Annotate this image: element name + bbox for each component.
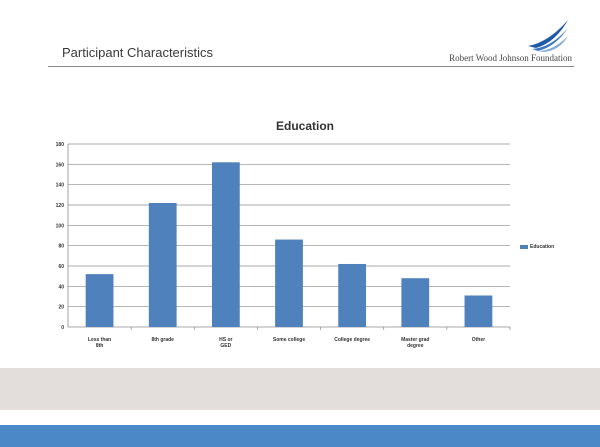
- legend-swatch: [520, 245, 528, 249]
- y-tick-label: 40: [58, 284, 64, 290]
- header-divider: [48, 66, 574, 67]
- slide-title: Participant Characteristics: [62, 45, 213, 60]
- y-tick-labels: 0 20 40 60 80 100 120 140 160 180: [56, 142, 65, 331]
- x-tick-label: HS or GED: [219, 337, 232, 349]
- x-tick-label: Other: [472, 337, 485, 343]
- y-tick-label: 20: [58, 305, 64, 311]
- chart-title: Education: [276, 119, 334, 133]
- chart-legend: Education: [520, 244, 554, 250]
- y-tick-label: 120: [56, 203, 65, 209]
- x-tick-label: Less than 8th: [88, 337, 111, 349]
- x-tick-label: 8th grade: [151, 337, 174, 343]
- swoosh-logo-icon: [528, 20, 568, 52]
- bar: [464, 295, 493, 327]
- bar: [275, 239, 303, 327]
- x-tick-labels: Less than 8th 8th grade HS or GED Some colleg…: [88, 337, 485, 349]
- legend-label: Education: [530, 244, 555, 250]
- chart-bars: [85, 162, 493, 327]
- bar: [401, 278, 430, 327]
- chart-gridlines: [68, 143, 510, 308]
- y-tick-label: 100: [56, 223, 65, 229]
- bar: [85, 274, 114, 327]
- logo-text: Robert Wood Johnson Foundation: [449, 53, 572, 63]
- x-tick-label: Master grad degree: [401, 337, 429, 349]
- bar: [148, 202, 177, 327]
- x-tick-label: College degree: [334, 337, 370, 343]
- y-tick-label: 160: [56, 162, 65, 168]
- y-tick-label: 80: [58, 244, 64, 250]
- footer-band-blue: [0, 425, 600, 447]
- y-tick-label: 0: [61, 325, 64, 331]
- y-tick-label: 180: [56, 142, 65, 148]
- bar: [211, 162, 240, 327]
- foundation-logo: Robert Wood Johnson Foundation: [430, 18, 580, 64]
- y-tick-label: 60: [58, 264, 64, 270]
- x-tick-label: Some college: [273, 337, 305, 343]
- y-tick-label: 140: [56, 183, 65, 189]
- footer-band-light: [0, 368, 600, 410]
- bar: [338, 263, 367, 327]
